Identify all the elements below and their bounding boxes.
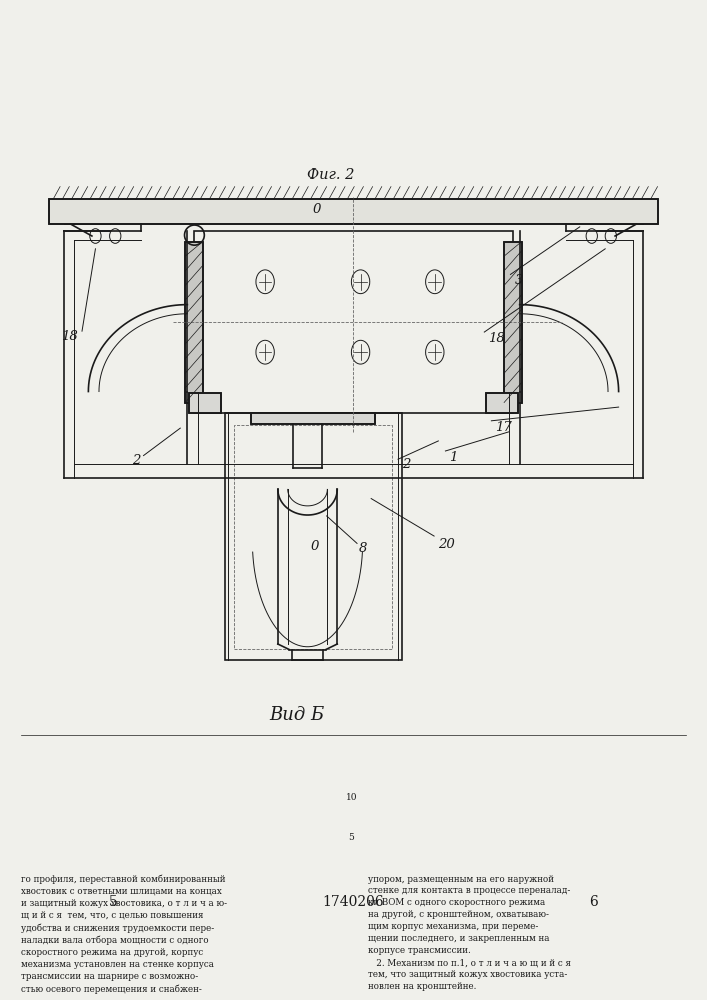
Bar — [486, 393, 518, 413]
Bar — [504, 242, 522, 403]
Bar — [189, 393, 221, 413]
Text: 18: 18 — [488, 332, 505, 345]
Bar — [234, 425, 392, 649]
Bar — [49, 199, 658, 224]
Text: 2: 2 — [132, 454, 140, 467]
Text: 18: 18 — [61, 330, 78, 343]
Bar — [49, 199, 658, 224]
Text: 1: 1 — [449, 451, 457, 464]
Bar — [189, 393, 221, 413]
Text: Вид Б: Вид Б — [269, 706, 325, 724]
Bar — [194, 231, 513, 413]
Text: 8: 8 — [359, 542, 368, 555]
Bar — [225, 413, 402, 660]
Bar — [251, 413, 375, 424]
Text: 17: 17 — [495, 421, 512, 434]
Text: 2: 2 — [402, 458, 410, 471]
Text: 3: 3 — [515, 274, 523, 287]
Text: 0: 0 — [312, 203, 321, 216]
Text: 5: 5 — [109, 895, 117, 909]
Text: 10: 10 — [346, 793, 357, 802]
Text: 5: 5 — [349, 833, 354, 842]
Text: 20: 20 — [438, 538, 455, 551]
Text: 0: 0 — [310, 540, 319, 553]
Text: 1740206: 1740206 — [322, 895, 385, 909]
Text: Фиг. 2: Фиг. 2 — [307, 168, 355, 182]
Bar — [185, 242, 203, 403]
Bar — [185, 242, 203, 403]
Text: го профиля, переставной комбинированный
хвостовик с ответными шлицами на концах
: го профиля, переставной комбинированный … — [21, 875, 228, 994]
Bar — [504, 242, 522, 403]
Bar — [486, 393, 518, 413]
Text: 6: 6 — [590, 895, 598, 909]
Bar — [251, 413, 375, 424]
Text: упором, размещенным на его наружной
стенке для контакта в процессе переналад-
ки: упором, размещенным на его наружной стен… — [368, 875, 571, 991]
